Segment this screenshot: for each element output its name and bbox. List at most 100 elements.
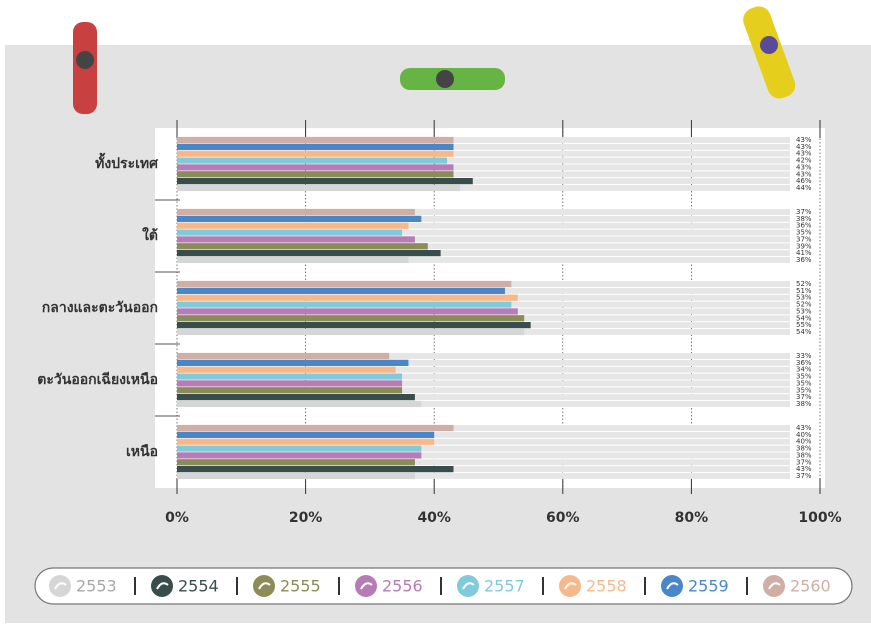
value-label: 51% [796, 287, 812, 295]
value-label: 43% [796, 150, 812, 158]
value-label: 37% [796, 458, 812, 466]
bar [177, 209, 415, 215]
value-label: 54% [796, 314, 812, 322]
bar [177, 288, 505, 294]
bar [177, 164, 453, 170]
value-label: 40% [796, 431, 812, 439]
value-label: 53% [796, 307, 812, 315]
value-label: 52% [796, 280, 812, 288]
bar [177, 459, 415, 465]
legend-icon [559, 575, 581, 597]
bar [177, 144, 453, 150]
value-label: 43% [796, 143, 812, 151]
value-label: 55% [796, 321, 812, 329]
bar [177, 281, 511, 287]
legend-label: 2555 [280, 577, 321, 596]
legend-icon [253, 575, 275, 597]
value-label: 44% [796, 184, 812, 192]
bar [177, 315, 524, 321]
value-label: 43% [796, 136, 812, 144]
bar [177, 178, 473, 184]
x-tick-label: 20% [289, 510, 323, 526]
legend-icon [661, 575, 683, 597]
bar [177, 329, 524, 335]
legend-label: 2557 [484, 577, 525, 596]
bar [177, 473, 415, 479]
value-label: 37% [796, 393, 812, 401]
legend-label: 2554 [178, 577, 219, 596]
x-tick-label: 100% [798, 510, 841, 526]
value-label: 46% [796, 177, 812, 185]
bar [177, 353, 389, 359]
legend-icon [49, 575, 71, 597]
legend-icon [457, 575, 479, 597]
value-label: 53% [796, 294, 812, 302]
bar [177, 295, 518, 301]
value-label: 37% [796, 208, 812, 216]
bar [177, 360, 408, 366]
bar [177, 432, 434, 438]
bar [177, 137, 453, 143]
value-label: 43% [796, 170, 812, 178]
bar [177, 439, 434, 445]
legend-icon [763, 575, 785, 597]
value-label: 38% [796, 445, 812, 453]
legend-label: 2558 [586, 577, 627, 596]
value-label: 33% [796, 352, 812, 360]
value-label: 38% [796, 400, 812, 408]
value-label: 36% [796, 222, 812, 230]
value-label: 43% [796, 163, 812, 171]
legend-label: 2560 [790, 577, 831, 596]
value-label: 34% [796, 366, 812, 374]
bar [177, 322, 531, 328]
category-label: เหนือ [126, 444, 158, 460]
x-tick-label: 60% [546, 510, 580, 526]
chart: 0%20%40%60%80%100%ทั้งประเทศ44%46%43%43%… [0, 0, 871, 633]
bar [177, 380, 402, 386]
legend-label: 2556 [382, 577, 423, 596]
bar [177, 151, 453, 157]
bar [177, 250, 441, 256]
bar [177, 171, 453, 177]
bar [177, 308, 518, 314]
bar [177, 243, 428, 249]
value-label: 35% [796, 386, 812, 394]
bar [177, 229, 402, 235]
value-label: 36% [796, 359, 812, 367]
legend-label: 2559 [688, 577, 729, 596]
legend-icon [355, 575, 377, 597]
bar [177, 387, 402, 393]
value-label: 36% [796, 256, 812, 264]
value-label: 35% [796, 229, 812, 237]
value-label: 39% [796, 242, 812, 250]
bar [177, 367, 396, 373]
value-label: 35% [796, 373, 812, 381]
bar [177, 466, 453, 472]
bar [177, 257, 408, 263]
value-label: 40% [796, 438, 812, 446]
bar [177, 445, 421, 451]
value-label: 54% [796, 328, 812, 336]
bar [177, 425, 453, 431]
category-label: กลางและตะวันออก [42, 300, 158, 316]
bar [177, 185, 460, 191]
value-label: 38% [796, 451, 812, 459]
value-label: 35% [796, 379, 812, 387]
value-label: 38% [796, 215, 812, 223]
value-label: 43% [796, 465, 812, 473]
category-label: ใต้ [142, 226, 158, 244]
x-tick-label: 0% [165, 510, 189, 526]
x-tick-label: 80% [675, 510, 709, 526]
bar [177, 223, 408, 229]
value-label: 41% [796, 249, 812, 257]
value-label: 52% [796, 301, 812, 309]
bar [177, 394, 415, 400]
value-label: 43% [796, 424, 812, 432]
bar [177, 401, 421, 407]
bar [177, 452, 421, 458]
category-label: ตะวันออกเฉียงเหนือ [37, 372, 158, 388]
legend-label: 2553 [76, 577, 117, 596]
bar [177, 373, 402, 379]
value-label: 37% [796, 235, 812, 243]
value-label: 37% [796, 472, 812, 480]
